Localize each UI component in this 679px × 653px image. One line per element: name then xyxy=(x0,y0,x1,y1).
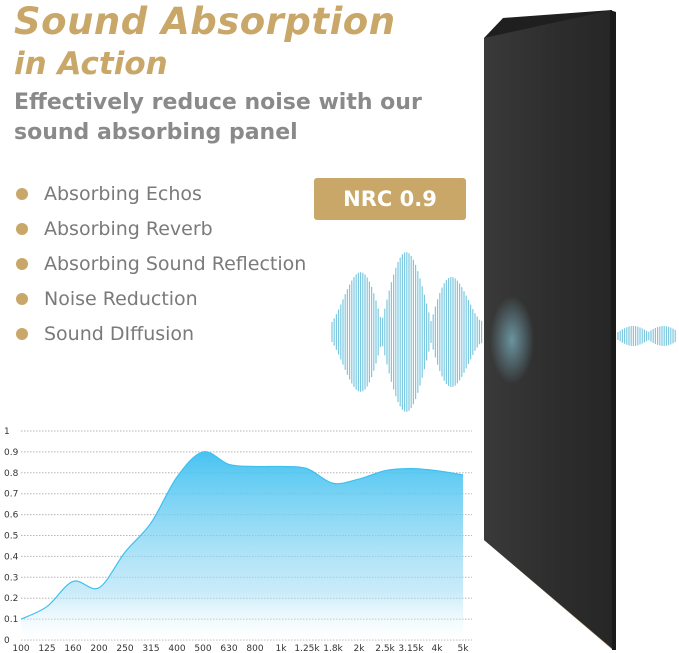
x-tick-label: 100 xyxy=(12,644,29,653)
feature-item: Absorbing Echos xyxy=(16,180,306,215)
x-tick-label: 630 xyxy=(220,644,237,653)
y-tick-label: 0.1 xyxy=(4,615,18,625)
feature-item: Noise Reduction xyxy=(16,285,306,320)
feature-label: Absorbing Reverb xyxy=(44,218,213,240)
feature-label: Noise Reduction xyxy=(44,288,198,310)
page-title: Sound Absorption xyxy=(14,0,396,43)
x-tick-label: 2k xyxy=(354,644,366,653)
y-tick-label: 0 xyxy=(4,636,10,646)
feature-list: Absorbing Echos Absorbing Reverb Absorbi… xyxy=(16,180,306,355)
x-tick-label: 2.5k xyxy=(375,644,395,653)
x-tick-label: 1.25k xyxy=(294,644,320,653)
sound-wave-icon xyxy=(331,252,483,412)
x-tick-label: 400 xyxy=(168,644,185,653)
bullet-dot-icon xyxy=(16,188,28,200)
feature-item: Sound DIffusion xyxy=(16,320,306,355)
x-tick-label: 1k xyxy=(276,644,288,653)
x-tick-label: 4k xyxy=(432,644,444,653)
x-tick-label: 5k xyxy=(458,644,470,653)
panel-front xyxy=(484,10,614,650)
x-tick-label: 1.8k xyxy=(323,644,343,653)
absorption-line xyxy=(20,451,464,620)
y-tick-label: 0.4 xyxy=(4,552,19,562)
residual-wave-icon xyxy=(617,326,676,346)
y-tick-label: 0.5 xyxy=(4,532,18,542)
x-tick-label: 160 xyxy=(64,644,81,653)
y-tick-label: 0.9 xyxy=(4,448,19,458)
bullet-dot-icon xyxy=(16,328,28,340)
page-subtitle: Effectively reduce noise with our sound … xyxy=(14,90,422,145)
absorption-chart: 0 0.1 0.2 0.3 0.4 0.5 0.6 0.7 0.8 0.9 1 100 125 160 20… xyxy=(4,427,472,653)
y-tick-label: 0.7 xyxy=(4,490,18,500)
absorption-area xyxy=(21,451,463,640)
panel-edge xyxy=(610,10,616,650)
feature-label: Sound DIffusion xyxy=(44,323,195,345)
feature-item: Absorbing Reverb xyxy=(16,215,306,250)
x-tick-label: 315 xyxy=(142,644,159,653)
bullet-dot-icon xyxy=(16,223,28,235)
y-tick-label: 0.8 xyxy=(4,469,19,479)
x-tick-label: 250 xyxy=(116,644,133,653)
y-tick-label: 0.6 xyxy=(4,511,19,521)
feature-label: Absorbing Echos xyxy=(44,183,202,205)
y-tick-label: 0.3 xyxy=(4,573,18,583)
y-tick-label: 0.2 xyxy=(4,594,18,604)
x-tick-label: 200 xyxy=(90,644,107,653)
x-tick-label: 500 xyxy=(194,644,211,653)
y-tick-label: 1 xyxy=(4,427,10,437)
bullet-dot-icon xyxy=(16,258,28,270)
page-title-line2: in Action xyxy=(14,46,168,82)
feature-item: Absorbing Sound Reflection xyxy=(16,250,306,285)
x-tick-label: 125 xyxy=(38,644,55,653)
x-tick-label: 800 xyxy=(246,644,263,653)
absorb-glow xyxy=(490,296,534,384)
bullet-dot-icon xyxy=(16,293,28,305)
feature-label: Absorbing Sound Reflection xyxy=(44,253,307,275)
nrc-badge: NRC 0.9 xyxy=(314,178,466,220)
x-tick-label: 3.15k xyxy=(398,644,424,653)
